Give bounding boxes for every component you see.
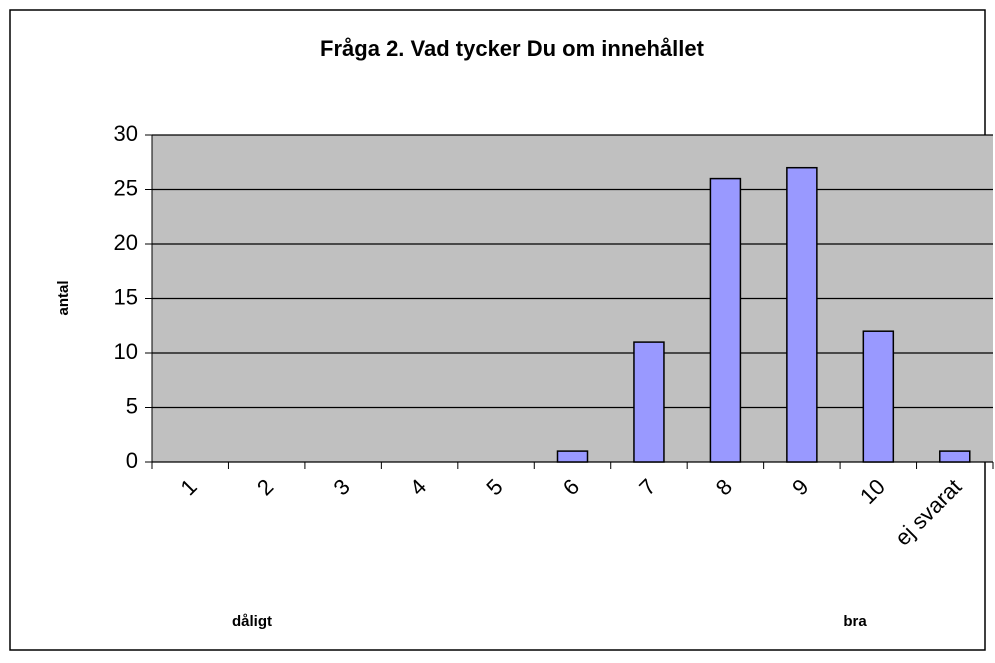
y-tick-label: 0 (126, 448, 138, 473)
bar (862, 330, 895, 463)
y-tick-label: 15 (114, 284, 138, 309)
annotation: dåligt (232, 613, 272, 630)
y-tick-label: 30 (114, 121, 138, 146)
bar (556, 450, 589, 463)
bar (709, 177, 742, 463)
y-tick-label: 5 (126, 393, 138, 418)
bar (786, 166, 818, 463)
bar (939, 450, 971, 463)
y-tick-label: 25 (114, 175, 138, 200)
chart-title: Fråga 2. Vad tycker Du om innehållet (320, 36, 705, 61)
annotation: bra (843, 613, 867, 630)
y-tick-label: 20 (114, 230, 138, 255)
y-axis-label: antal (55, 280, 72, 315)
bar (633, 341, 665, 463)
y-tick-label: 10 (114, 339, 138, 364)
